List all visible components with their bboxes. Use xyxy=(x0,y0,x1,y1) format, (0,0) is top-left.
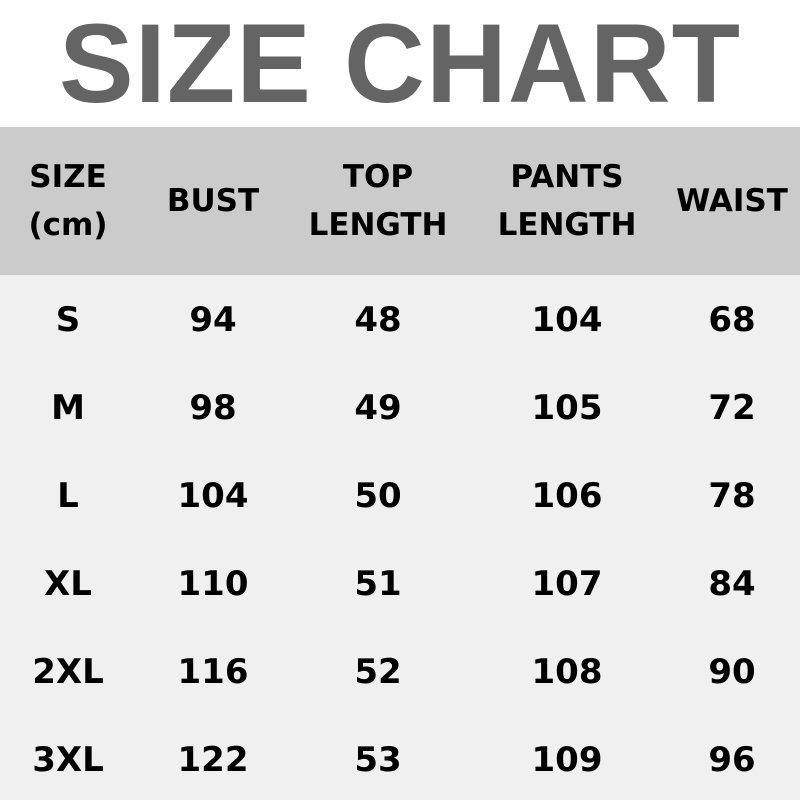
table-cell: XL xyxy=(44,564,92,604)
table-cell: L xyxy=(57,476,79,516)
table-cell: 90 xyxy=(708,652,756,692)
table-cell: 108 xyxy=(531,652,603,692)
column-header: WAIST xyxy=(676,177,788,225)
table-cell: 104 xyxy=(177,476,249,516)
column-header: PANTS LENGTH xyxy=(498,153,637,249)
table-cell: 49 xyxy=(354,388,402,428)
table-cell: 2XL xyxy=(32,652,104,692)
table-cell: 3XL xyxy=(32,740,104,780)
table-cell: 109 xyxy=(531,740,603,780)
table-cell: 104 xyxy=(531,300,603,340)
table-cell: 72 xyxy=(708,388,756,428)
table-cell: 107 xyxy=(531,564,603,604)
column-header: BUST xyxy=(167,177,259,225)
table-cell: 96 xyxy=(708,740,756,780)
table-cell: S xyxy=(55,300,81,340)
table-cell: 48 xyxy=(354,300,402,340)
column-header-line: PANTS xyxy=(510,159,624,195)
table-cell: 84 xyxy=(708,564,756,604)
column-header-line: BUST xyxy=(166,183,260,219)
column-header: SIZE (cm) xyxy=(28,153,107,249)
column-header-line: WAIST xyxy=(676,183,788,219)
table-cell: 52 xyxy=(354,652,402,692)
table-cell: 78 xyxy=(708,476,756,516)
table-cell: 98 xyxy=(189,388,237,428)
table-cell: 116 xyxy=(177,652,249,692)
table-cell: 68 xyxy=(708,300,756,340)
page-title: SIZE CHART xyxy=(59,1,741,126)
column-header-line: (cm) xyxy=(28,207,108,243)
table-cell: 106 xyxy=(531,476,603,516)
table-cell: 53 xyxy=(354,740,402,780)
table-cell: 122 xyxy=(177,740,249,780)
title-area: SIZE CHART xyxy=(0,0,800,127)
table-cell: 94 xyxy=(189,300,237,340)
table-header xyxy=(0,127,800,275)
column-header: TOP LENGTH xyxy=(309,153,448,249)
table-cell: 105 xyxy=(531,388,603,428)
table-cell: M xyxy=(51,388,85,428)
table-cell: 50 xyxy=(354,476,402,516)
column-header-line: LENGTH xyxy=(308,207,448,243)
column-header-line: TOP xyxy=(342,159,414,195)
table-cell: 110 xyxy=(177,564,249,604)
column-header-line: SIZE xyxy=(29,159,107,195)
table-cell: 51 xyxy=(354,564,402,604)
column-header-line: LENGTH xyxy=(497,207,637,243)
